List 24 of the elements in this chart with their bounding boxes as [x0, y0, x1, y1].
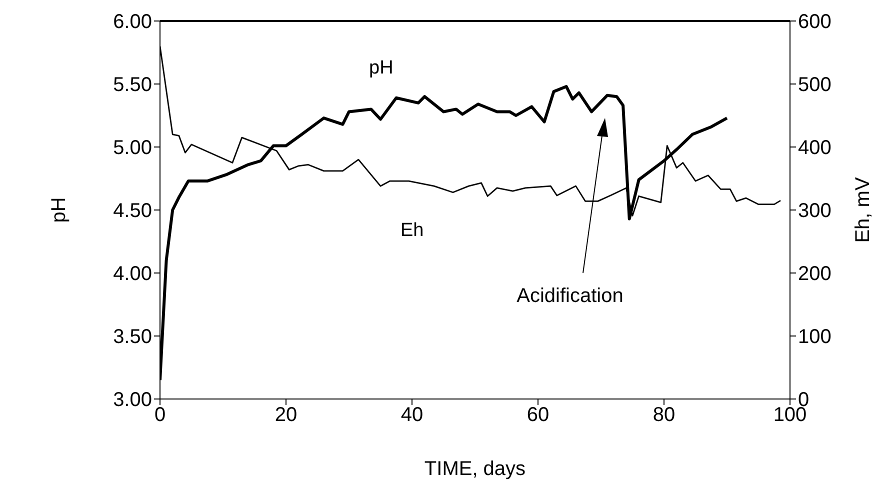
y-tick-label: 5.50 — [113, 74, 152, 96]
y-axis-title: pH — [48, 197, 70, 223]
y-tick-label: 3.50 — [113, 326, 152, 348]
x-tick-label: 60 — [526, 404, 550, 426]
y2-tick-label: 500 — [798, 74, 832, 96]
y2-tick-label: 300 — [798, 200, 832, 222]
annotation: Acidification — [516, 285, 624, 307]
y2-tick-label: 600 — [798, 11, 832, 34]
series-label: pH — [369, 58, 394, 79]
y-tick-label: 5.00 — [113, 137, 152, 160]
x-tick-label: 0 — [154, 404, 166, 426]
series-label: Eh — [400, 220, 424, 242]
y-tick-label: 3.00 — [113, 389, 152, 412]
y-tick-label: 4.00 — [113, 263, 152, 286]
x-tick-label: 80 — [652, 404, 676, 426]
x-tick-label: 20 — [274, 404, 298, 426]
y-tick-label: 4.50 — [113, 200, 152, 222]
x-axis-title: TIME, days — [424, 458, 526, 480]
x-tick-label: 40 — [400, 404, 424, 426]
y2-tick-label: 100 — [798, 326, 832, 348]
y2-tick-label: 400 — [798, 137, 832, 160]
y2-axis-title: Eh, mV — [852, 176, 874, 243]
y2-tick-label: 200 — [798, 263, 832, 286]
y-tick-label: 6.00 — [113, 11, 152, 34]
